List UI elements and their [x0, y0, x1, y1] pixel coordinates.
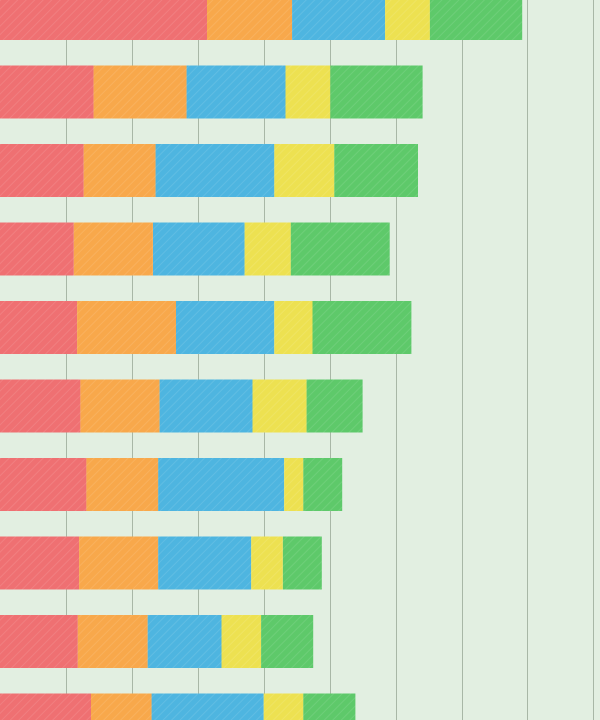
bar-texture-row5-series2 — [77, 301, 176, 354]
bar-texture-row1-series2 — [207, 0, 293, 40]
bar-texture-row8-series4 — [251, 536, 283, 590]
bar-texture-row3-series2 — [83, 144, 156, 197]
bar-texture-row7-series3 — [158, 458, 285, 511]
bar-texture-row3-series3 — [155, 144, 275, 197]
bar-row-1 — [0, 0, 523, 40]
bar-texture-row9-series3 — [147, 615, 222, 668]
bar-texture-row9-series2 — [77, 615, 148, 668]
bar-texture-row7-series2 — [86, 458, 159, 511]
bar-texture-row6-series2 — [80, 379, 160, 433]
bar-texture-row2-series3 — [186, 65, 286, 119]
bar-texture-row6-series4 — [252, 379, 307, 433]
bar-texture-row8-series1 — [0, 536, 80, 590]
gridlines — [66, 0, 594, 720]
bar-texture-row3-series4 — [274, 144, 335, 197]
bar-texture-row10-series1 — [0, 693, 91, 720]
bar-texture-row4-series3 — [153, 222, 245, 276]
bar-texture-row6-series5 — [306, 379, 363, 433]
bar-texture-row2-series2 — [93, 65, 187, 119]
bar-texture-row8-series3 — [158, 536, 252, 590]
bars — [0, 0, 523, 720]
bar-texture-row5-series5 — [312, 301, 412, 354]
bar-texture-row3-series1 — [0, 144, 84, 197]
bar-texture-row4-series1 — [0, 222, 74, 276]
bar-texture-row6-series3 — [159, 379, 253, 433]
bar-texture-row9-series5 — [261, 615, 314, 668]
bar-texture-row8-series5 — [282, 536, 322, 590]
bar-texture-row7-series1 — [0, 458, 87, 511]
bar-texture-row4-series4 — [244, 222, 291, 276]
bar-texture-row1-series5 — [429, 0, 523, 40]
bar-texture-row10-series3 — [151, 693, 264, 720]
bar-texture-row2-series4 — [285, 65, 331, 119]
bar-texture-row7-series5 — [303, 458, 343, 511]
bar-row-9 — [0, 615, 314, 668]
bar-texture-row7-series4 — [284, 458, 304, 511]
bar-texture-row2-series5 — [330, 65, 423, 119]
bar-row-10 — [0, 693, 356, 720]
bar-texture-row10-series5 — [303, 693, 356, 720]
bar-texture-row1-series3 — [292, 0, 386, 40]
bar-row-2 — [0, 65, 423, 119]
bar-texture-row9-series1 — [0, 615, 78, 668]
bar-texture-row5-series4 — [274, 301, 313, 354]
bar-row-5 — [0, 301, 412, 354]
bar-texture-row3-series5 — [334, 144, 418, 197]
bar-texture-row9-series4 — [221, 615, 262, 668]
bar-texture-row4-series5 — [290, 222, 390, 276]
bar-texture-row1-series4 — [385, 0, 430, 40]
bar-row-8 — [0, 536, 322, 590]
bar-texture-row1-series1 — [0, 0, 207, 40]
bar-texture-row4-series2 — [73, 222, 153, 276]
bar-row-6 — [0, 379, 363, 433]
bar-row-4 — [0, 222, 390, 276]
bar-texture-row5-series3 — [176, 301, 275, 354]
bar-texture-row5-series1 — [0, 301, 78, 354]
bar-texture-row2-series1 — [0, 65, 94, 119]
bar-texture-row10-series4 — [263, 693, 304, 720]
bar-texture-row8-series2 — [79, 536, 159, 590]
bar-row-7 — [0, 458, 343, 511]
bar-row-3 — [0, 144, 418, 197]
bar-texture-row6-series1 — [0, 379, 81, 433]
bar-texture-row10-series2 — [91, 693, 152, 720]
